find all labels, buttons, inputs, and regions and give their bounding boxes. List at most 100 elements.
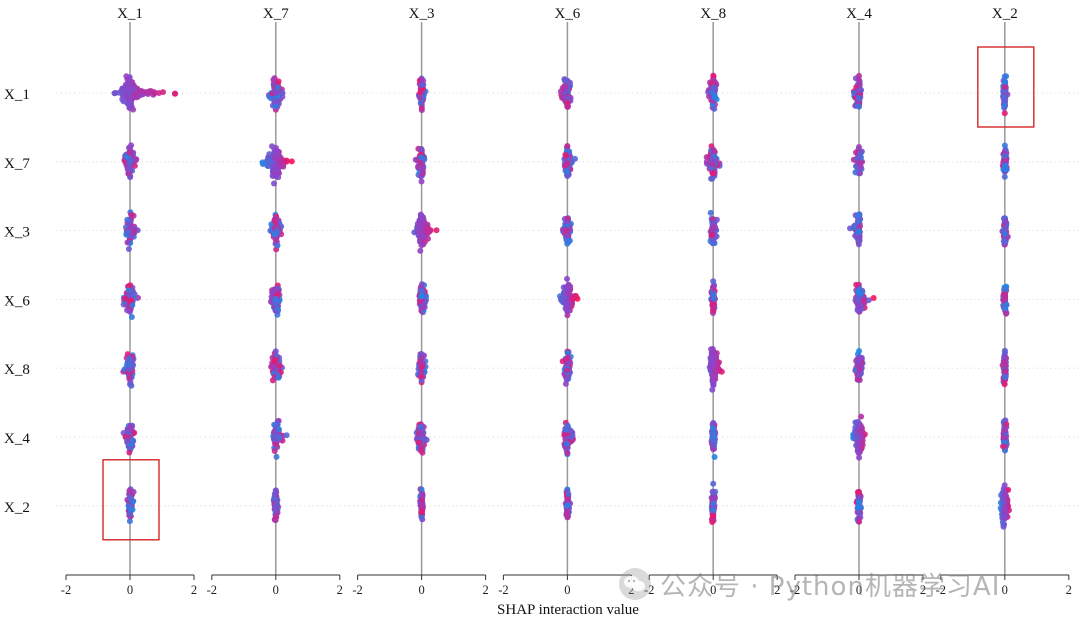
shap-point [565, 491, 572, 497]
shap-point [273, 453, 280, 460]
shap-point [856, 366, 863, 373]
shap-point [127, 424, 134, 431]
shap-point [133, 156, 140, 163]
shap-point [271, 491, 278, 497]
shap-point [710, 480, 717, 487]
shap-point [857, 428, 864, 435]
shap-point [171, 90, 178, 97]
row-label: X_1 [4, 87, 30, 103]
shap-point [127, 78, 133, 85]
shap-point [1001, 153, 1008, 159]
shap-point [155, 90, 162, 96]
shap-point [270, 364, 277, 371]
shap-point [1002, 225, 1009, 232]
shap-point [860, 297, 867, 304]
shap-point [710, 237, 717, 244]
shap-point [128, 225, 135, 231]
shap-point [121, 295, 128, 302]
shap-point [558, 295, 565, 302]
shap-point [271, 180, 277, 187]
shap-point [125, 287, 132, 293]
shap-point [419, 491, 426, 498]
shap-point [126, 518, 133, 525]
shap-point [710, 147, 717, 153]
x-tick-label: 0 [710, 583, 716, 597]
shap-point [418, 105, 425, 112]
shap-point [1002, 368, 1009, 375]
column-title: X_3 [409, 6, 435, 22]
x-tick-label: 0 [273, 583, 279, 597]
x-tick-label: -2 [790, 583, 800, 597]
shap-point [120, 86, 127, 93]
shap-point [855, 303, 862, 310]
shap-point [271, 231, 278, 238]
shap-point [564, 302, 571, 309]
shap-point [128, 233, 135, 240]
shap-point [288, 158, 295, 165]
column-title: X_2 [992, 6, 1018, 22]
x-tick-label: -2 [207, 583, 217, 597]
shap-point [423, 436, 430, 443]
shap-point [126, 489, 133, 496]
x-tick-label: 0 [1002, 583, 1008, 597]
shap-point [266, 158, 273, 165]
shap-point [126, 449, 133, 456]
shap-point [126, 149, 133, 156]
shap-point [710, 84, 717, 91]
shap-point [273, 441, 279, 448]
x-axes: -2 0 2 -2 0 2 -2 0 2 -2 0 2 -2 0 2 -2 0 2 -2 0 2 [61, 574, 1072, 597]
x-tick-label: -2 [936, 583, 946, 597]
shap-point [708, 89, 715, 96]
shap-point [1005, 486, 1012, 493]
shap-point [124, 216, 131, 223]
shap-point [564, 496, 571, 503]
shap-point [857, 164, 864, 170]
shap-point [272, 496, 279, 503]
shap-point [710, 307, 717, 314]
shap-point [856, 296, 862, 303]
shap-point [1002, 492, 1009, 498]
shap-point [279, 90, 286, 96]
shap-point [1001, 482, 1008, 489]
shap-point [709, 386, 716, 393]
shap-point [1003, 310, 1010, 317]
shap-point [1001, 102, 1008, 109]
shap-point [1001, 94, 1008, 100]
shap-point [417, 359, 424, 366]
shap-point [1001, 426, 1008, 433]
shap-point [127, 282, 134, 289]
shap-point [563, 153, 570, 160]
shap-point [127, 381, 133, 388]
shap-point [418, 445, 425, 452]
shap-point [272, 502, 279, 509]
shap-point [710, 292, 717, 299]
shap-point [564, 349, 571, 356]
shap-point [855, 441, 862, 448]
shap-point [433, 227, 440, 234]
shap-point [272, 89, 279, 96]
shap-point [1000, 297, 1007, 304]
shap-point [275, 174, 282, 181]
shap-point [272, 103, 279, 110]
shap-point [419, 170, 426, 177]
shap-point [270, 76, 277, 83]
shap-point [1002, 78, 1009, 85]
shap-point [564, 232, 571, 239]
shap-point [855, 510, 862, 517]
shap-point [128, 142, 135, 149]
shap-point [855, 418, 861, 425]
shap-point [283, 157, 290, 164]
shap-point [565, 94, 571, 101]
shap-point [274, 242, 281, 249]
shap-point [417, 94, 424, 101]
shap-point [276, 362, 283, 369]
shap-point [417, 373, 424, 380]
shap-point [418, 429, 425, 436]
shap-point [422, 238, 428, 245]
shap-point [271, 448, 278, 454]
shap-point [1002, 349, 1008, 356]
row-label: X_3 [4, 225, 30, 241]
shap-point [564, 160, 571, 167]
column-title: X_8 [700, 6, 726, 22]
row-label: X_4 [4, 431, 30, 447]
